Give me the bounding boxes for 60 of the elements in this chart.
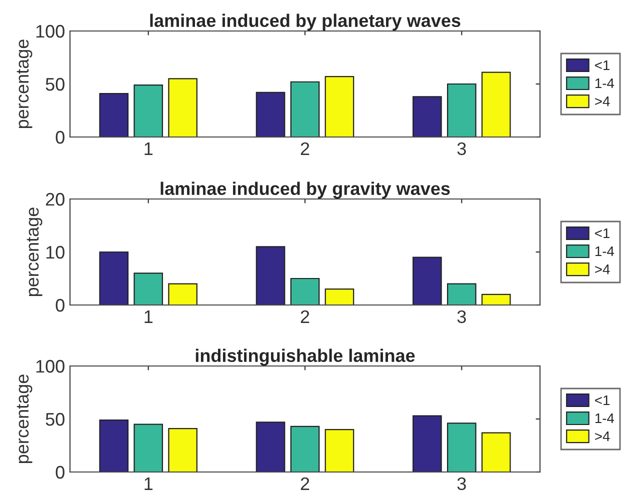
legend-label: >4 (595, 432, 610, 442)
bar (324, 76, 354, 137)
chart-title: indistinguishable laminae (196, 348, 415, 366)
bar (290, 426, 320, 472)
bar (290, 278, 320, 305)
x-tick-label: 2 (300, 142, 310, 155)
bar (99, 420, 129, 472)
bar (134, 424, 163, 472)
x-tick-label: 3 (457, 477, 466, 490)
bar (324, 288, 354, 305)
chart-title: laminae induced by gravity waves (160, 182, 450, 199)
legend-label: <1 (595, 60, 610, 70)
bar (447, 83, 476, 137)
bar (134, 272, 163, 305)
bar (447, 422, 476, 472)
text: 1-4 (595, 246, 614, 256)
y-tick-label: 0 (56, 298, 64, 312)
x-tick-label: 3 (457, 142, 466, 156)
bar (324, 429, 354, 472)
bar (134, 84, 163, 137)
y-tick-label: 100 (36, 24, 64, 38)
x-tick-label: 2 (300, 310, 310, 323)
bar (290, 81, 320, 137)
legend-label: >4 (595, 96, 610, 106)
bar (412, 415, 442, 472)
bar (168, 428, 198, 472)
y-tick-label: 20 (46, 192, 64, 206)
legend-label: 1-4 (595, 413, 614, 424)
bar (447, 283, 476, 305)
bar (412, 256, 442, 305)
y-tick-label: 100 (36, 360, 64, 373)
y-tick-label: 0 (56, 466, 64, 479)
bar (412, 96, 442, 137)
bar (168, 283, 198, 305)
text: >4 (595, 264, 610, 274)
bar (256, 422, 286, 472)
bar (481, 294, 511, 305)
x-tick-label: 3 (457, 310, 466, 324)
y-tick-label: 50 (46, 412, 64, 426)
bar (481, 432, 511, 472)
y-tick-label: 10 (46, 246, 64, 259)
chart-title: laminae induced by planetary waves (150, 14, 460, 31)
x-tick-label: 1 (144, 478, 152, 490)
y-tick-label: 50 (46, 78, 64, 91)
y-axis-title: percentage (16, 40, 32, 128)
bar (481, 72, 511, 137)
x-tick-label: 1 (144, 310, 152, 323)
y-axis-title: percentage (26, 208, 42, 296)
legend-label: 1-4 (595, 78, 614, 88)
legend-label: <1 (595, 395, 610, 406)
x-tick-label: 2 (300, 477, 310, 490)
bar (99, 251, 129, 305)
bar (256, 246, 286, 305)
y-axis-title: percentage (16, 374, 32, 464)
bar (256, 92, 286, 137)
bar (99, 92, 129, 137)
bar (168, 78, 198, 137)
text: <1 (595, 228, 610, 238)
y-tick-label: 0 (56, 130, 64, 144)
x-tick-label: 1 (144, 142, 152, 155)
